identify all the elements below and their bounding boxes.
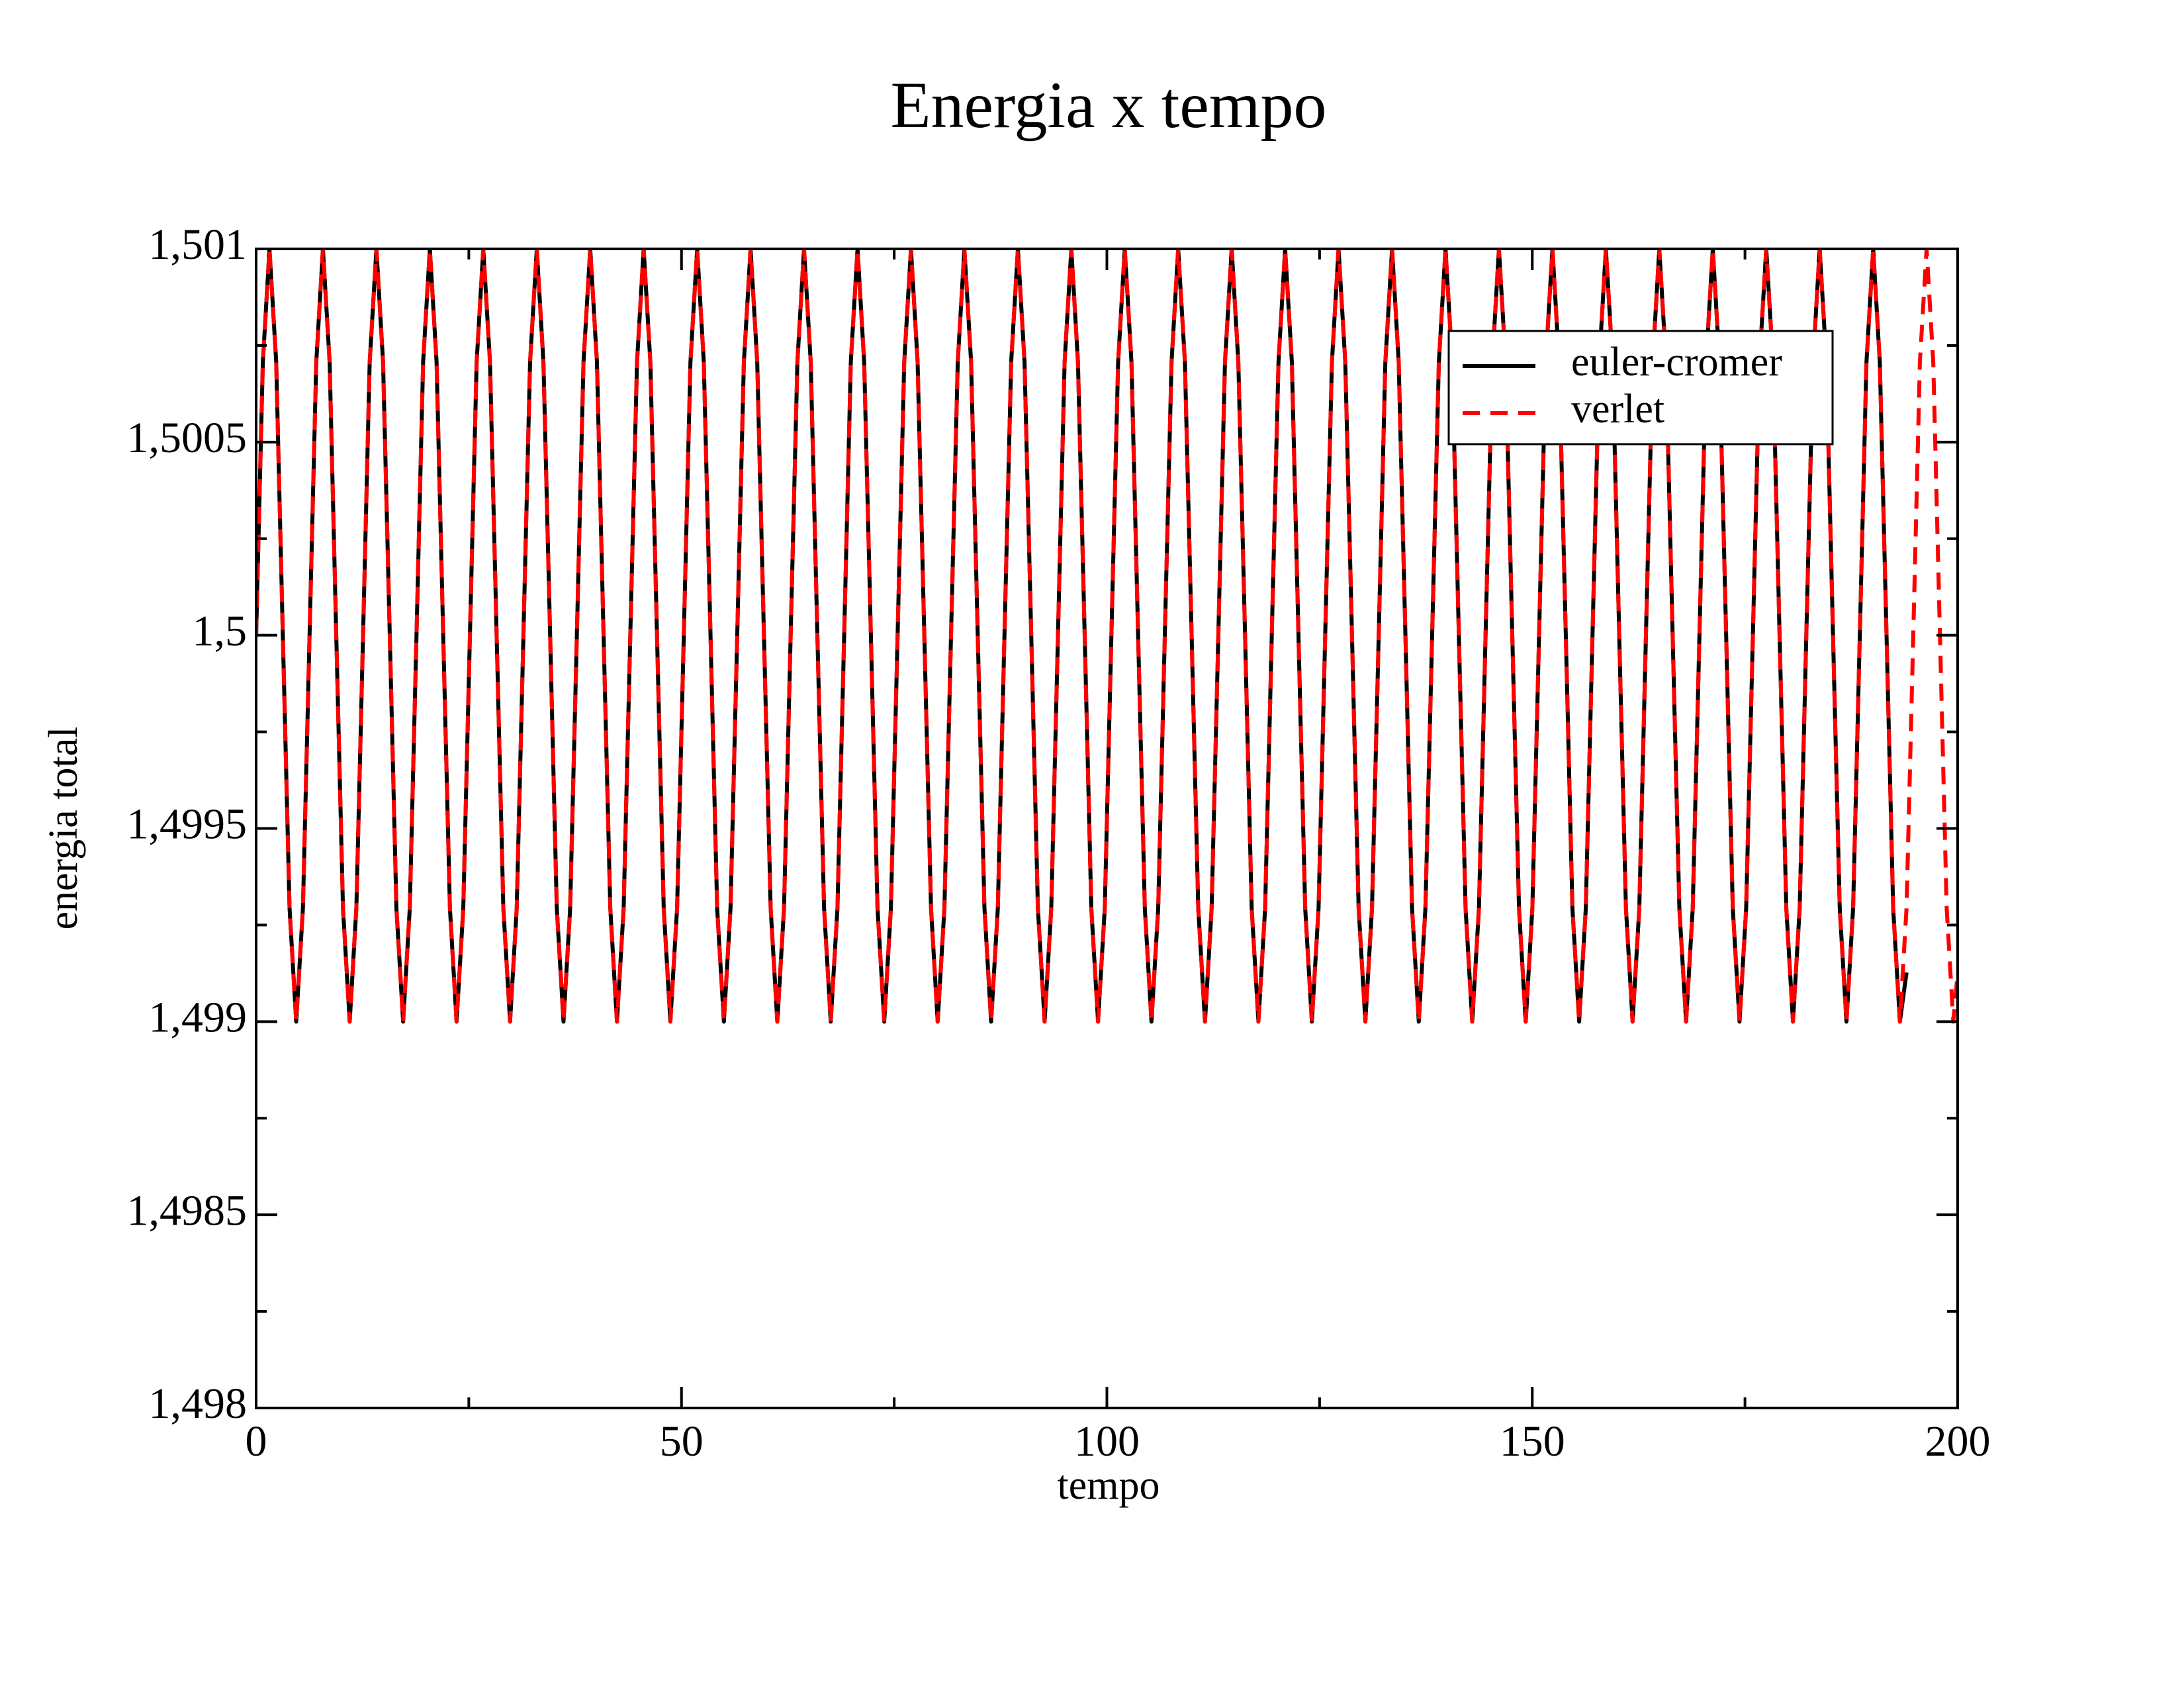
x-tick-label: 200 xyxy=(1925,1417,1991,1466)
legend-box xyxy=(1447,330,1834,445)
x-tick-label: 50 xyxy=(660,1417,704,1466)
y-tick-label: 1,4985 xyxy=(127,1186,248,1235)
y-tick-label: 1,498 xyxy=(149,1380,248,1428)
y-tick-label: 1,5 xyxy=(193,607,248,655)
series-line xyxy=(256,249,1958,1024)
x-tick-label: 150 xyxy=(1500,1417,1565,1466)
x-tick-label: 100 xyxy=(1074,1417,1140,1466)
legend-label: euler-cromer xyxy=(1571,340,1782,385)
y-tick-label: 1,5005 xyxy=(127,414,248,462)
y-tick-label: 1,501 xyxy=(149,220,248,269)
y-tick-label: 1,499 xyxy=(149,993,248,1041)
chart-title: Energia x tempo xyxy=(890,68,1326,142)
legend-label: verlet xyxy=(1571,387,1664,432)
x-tick-label: 0 xyxy=(246,1417,267,1466)
y-tick-label: 1,4995 xyxy=(127,800,248,849)
x-axis-label: tempo xyxy=(1058,1463,1160,1508)
plot-area xyxy=(256,249,1958,1024)
y-axis-label: energia total xyxy=(41,726,86,929)
